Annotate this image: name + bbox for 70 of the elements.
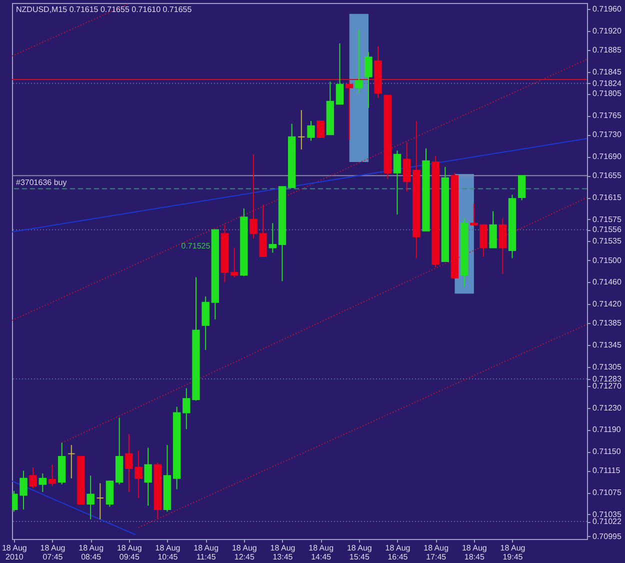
candlestick — [498, 218, 507, 275]
candlestick — [38, 472, 47, 493]
candlestick — [268, 222, 277, 254]
y-tick-label: 0.71765 — [592, 111, 622, 120]
candlestick — [29, 466, 37, 489]
y-tick-label: 0.71655 — [592, 171, 622, 180]
y-tick-label: 0.71150 — [592, 447, 622, 456]
y-tick-label: 0.71075 — [592, 488, 622, 498]
x-tick-label: 18 Aug 19:45 — [500, 544, 526, 562]
candlestick — [355, 29, 363, 94]
candlestick — [316, 120, 324, 138]
candlestick — [307, 120, 315, 142]
y-tick-label: 0.71556 — [592, 225, 622, 234]
x-tick-label: 18 Aug 07:45 — [40, 544, 66, 562]
y-tick-label: 0.71885 — [592, 45, 622, 54]
y-tick-label: 0.71575 — [592, 214, 622, 224]
candlestick — [298, 110, 306, 150]
candlestick — [393, 150, 402, 215]
candlestick — [48, 464, 56, 486]
candlestick — [402, 142, 411, 192]
x-tick-label: 18 Aug 15:45 — [346, 544, 372, 562]
y-tick-label: 0.71270 — [592, 382, 622, 391]
y-tick-label: 0.71805 — [592, 89, 622, 98]
y-tick-label: 0.71283 — [592, 374, 622, 384]
x-tick-label: 18 Aug 16:45 — [385, 544, 410, 562]
candlestick — [96, 482, 104, 520]
y-tick-label: 0.71305 — [592, 362, 622, 372]
x-tick-label: 18 Aug 12:45 — [232, 544, 257, 562]
annotation: 0.71525 — [181, 242, 211, 251]
y-tick-label: 0.71690 — [592, 152, 622, 162]
x-tick-label: 18 Aug 13:45 — [270, 544, 296, 562]
ref-line-label: #3701636 buy — [16, 178, 67, 187]
candlestick — [364, 52, 372, 108]
x-tick-label: 18 Aug 11:45 — [194, 544, 219, 562]
x-tick-label: 18 Aug 08:45 — [78, 544, 104, 562]
y-tick-label: 0.71230 — [592, 403, 622, 412]
y-tick-label: 0.71420 — [592, 300, 622, 309]
y-tick-label: 0.71845 — [592, 67, 622, 76]
candlestick — [230, 247, 238, 278]
y-tick-label: 0.71730 — [592, 130, 622, 140]
x-tick-label: 18 Aug 14:45 — [308, 544, 334, 562]
candlestick — [489, 210, 497, 248]
candlestick — [68, 444, 76, 479]
y-tick-label: 0.70995 — [592, 532, 622, 541]
x-tick-label: 18 Aug 2010 — [2, 544, 27, 562]
candlestick — [518, 175, 526, 201]
y-tick-label: 0.71460 — [592, 278, 622, 287]
y-tick-label: 0.71345 — [592, 340, 622, 350]
candlestick — [336, 42, 344, 105]
candlestick — [144, 447, 152, 506]
y-tick-label: 0.71022 — [592, 517, 622, 526]
y-tick-label: 0.71535 — [592, 236, 622, 246]
y-tick-label: 0.71960 — [592, 4, 622, 14]
chart-title: NZDUSD,M15 0.71615 0.71655 0.71610 0.71655 — [16, 5, 192, 14]
candlestick — [202, 296, 210, 350]
y-tick-label: 0.71500 — [592, 256, 622, 265]
y-tick-label: 0.71920 — [592, 26, 622, 36]
y-tick-label: 0.71824 — [592, 78, 622, 88]
x-tick-label: 18 Aug 10:45 — [155, 544, 180, 562]
y-tick-label: 0.71035 — [592, 510, 622, 519]
candlestick — [86, 475, 94, 520]
x-tick-label: 18 Aug 18:45 — [462, 544, 487, 562]
candlestick — [106, 480, 114, 508]
y-tick-label: 0.71115 — [592, 466, 621, 476]
y-tick-label: 0.71190 — [592, 425, 622, 434]
x-tick-label: 18 Aug 17:45 — [424, 544, 449, 562]
y-tick-label: 0.71615 — [592, 193, 622, 202]
y-tick-label: 0.71385 — [592, 318, 622, 328]
x-tick-label: 18 Aug 09:45 — [116, 544, 142, 562]
candlestick — [345, 80, 354, 140]
